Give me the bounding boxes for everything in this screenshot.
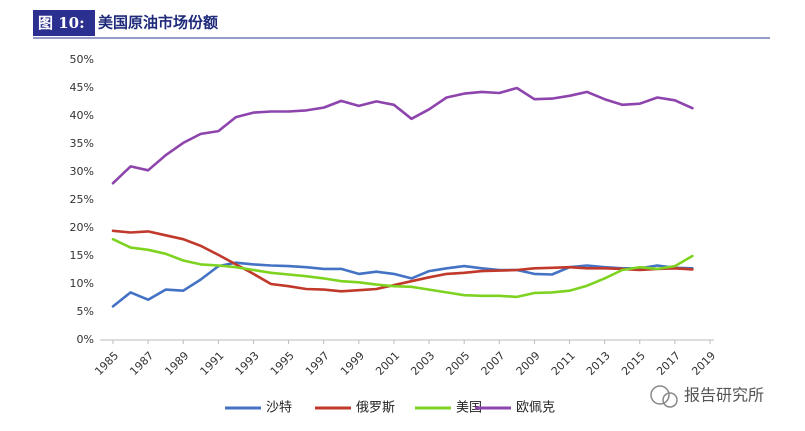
legend-item: 美国	[415, 401, 482, 416]
title-label-box	[33, 10, 95, 36]
series-line	[111, 229, 694, 293]
y-tick-label: 35%	[70, 137, 94, 150]
y-tick-label: 45%	[70, 81, 94, 94]
x-tick-label: 1995	[268, 349, 297, 378]
y-tick-label: 30%	[70, 165, 94, 178]
x-tick-label: 2017	[654, 349, 683, 378]
chart-title: 美国原油市场份额	[98, 14, 218, 32]
x-tick-label: 2005	[443, 349, 472, 378]
y-tick-label: 25%	[70, 193, 94, 206]
legend-item: 沙特	[225, 401, 292, 416]
series-line	[111, 86, 694, 185]
legend-text: 美国	[456, 401, 482, 416]
x-tick-label: 1997	[303, 349, 332, 378]
y-tick-label: 15%	[70, 249, 94, 262]
legend-text: 沙特	[266, 401, 292, 416]
x-tick-label: 1991	[198, 349, 227, 378]
x-tick-label: 2003	[408, 349, 437, 378]
x-tick-label: 1999	[338, 349, 367, 378]
x-tick-label: 2007	[479, 349, 508, 378]
y-tick-label: 20%	[70, 221, 94, 234]
x-tick-label: 2001	[373, 349, 402, 378]
y-tick-label: 0%	[77, 333, 94, 346]
y-tick-label: 5%	[77, 305, 94, 318]
watermark: 报告研究所	[650, 385, 764, 408]
series-line	[111, 237, 694, 299]
x-tick-label: 1989	[162, 349, 191, 378]
legend-item: 欧佩克	[475, 401, 555, 416]
figure-label: 图 10:	[38, 14, 85, 32]
x-tick-label: 1993	[233, 349, 262, 378]
series-line	[111, 261, 694, 308]
x-tick-label: 2015	[619, 349, 648, 378]
x-tick-label: 2009	[514, 349, 543, 378]
x-tick-label: 2019	[689, 349, 718, 378]
y-tick-label: 40%	[70, 109, 94, 122]
legend-text: 俄罗斯	[356, 401, 395, 416]
x-tick-label: 1985	[92, 349, 121, 378]
watermark-text: 报告研究所	[684, 386, 764, 405]
x-tick-label: 2013	[584, 349, 613, 378]
legend-item: 俄罗斯	[315, 401, 395, 416]
x-tick-label: 2011	[549, 349, 578, 378]
y-tick-label: 10%	[70, 277, 94, 290]
legend-text: 欧佩克	[516, 401, 555, 416]
watermark-icon	[662, 392, 678, 408]
y-tick-label: 50%	[70, 53, 94, 66]
x-tick-label: 1987	[127, 349, 156, 378]
watermark-icon	[650, 385, 670, 405]
